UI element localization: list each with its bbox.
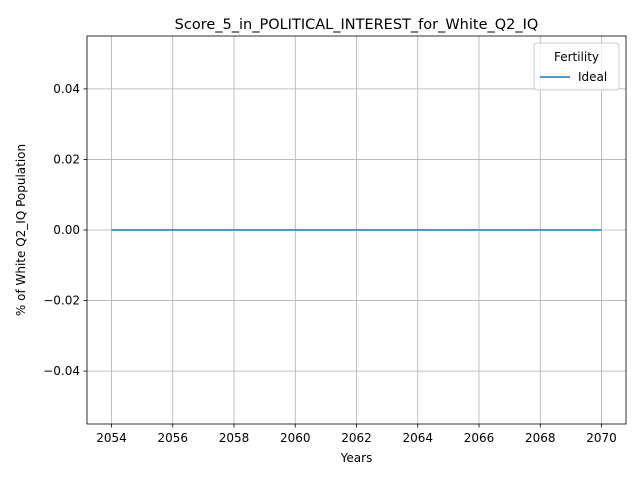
x-tick-label: 2068 xyxy=(525,431,556,445)
y-tick-label: 0.00 xyxy=(53,223,80,237)
y-tick-label: 0.02 xyxy=(53,152,80,166)
x-tick-label: 2062 xyxy=(341,431,372,445)
x-tick-label: 2056 xyxy=(157,431,188,445)
legend-title: Fertility xyxy=(554,50,599,64)
y-axis-ticks: −0.04 −0.02 0.00 0.02 0.04 xyxy=(43,82,87,378)
legend-label-ideal: Ideal xyxy=(578,70,607,84)
legend-box xyxy=(533,42,620,91)
y-tick-label: 0.04 xyxy=(53,82,80,96)
x-axis-label: Years xyxy=(340,451,373,465)
chart-title: Score_5_in_POLITICAL_INTEREST_for_White_… xyxy=(175,17,539,33)
y-tick-label: −0.04 xyxy=(43,364,80,378)
x-tick-label: 2054 xyxy=(96,431,127,445)
x-tick-label: 2064 xyxy=(402,431,433,445)
y-axis-label: % of White Q2_IQ Population xyxy=(14,144,28,316)
x-axis-ticks: 2054 2056 2058 2060 2062 2064 2066 2068 2070 xyxy=(96,424,617,445)
x-tick-label: 2060 xyxy=(280,431,311,445)
y-tick-label: −0.02 xyxy=(43,294,80,308)
legend: Fertility Ideal xyxy=(533,42,620,91)
x-tick-label: 2070 xyxy=(586,431,617,445)
x-tick-label: 2058 xyxy=(219,431,250,445)
x-tick-label: 2066 xyxy=(464,431,495,445)
